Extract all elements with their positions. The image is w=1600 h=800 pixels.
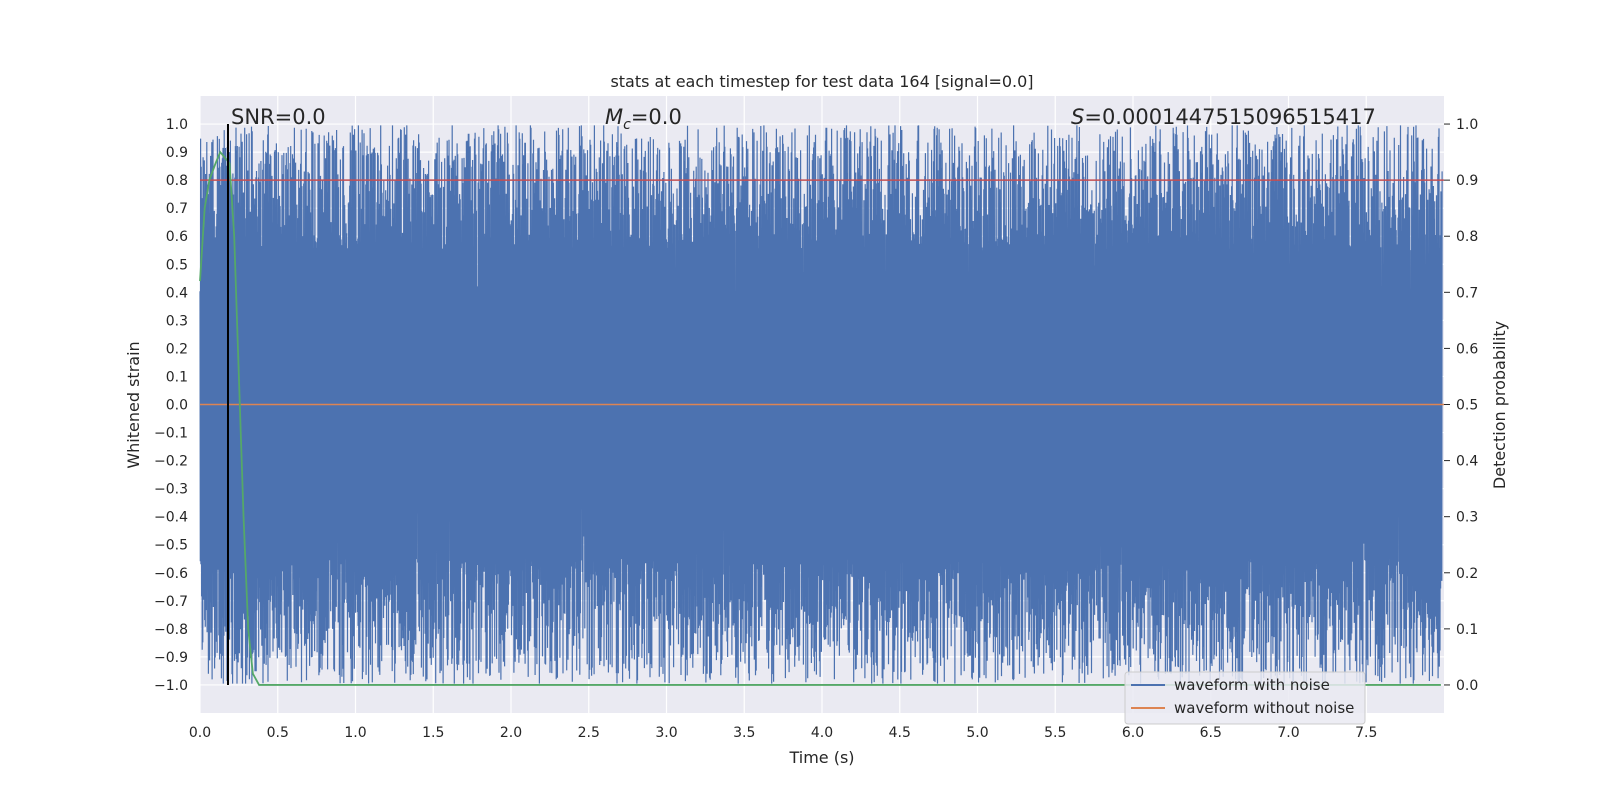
y-tick-label-right: 0.9 (1456, 173, 1478, 189)
y-tick-label-left: 0.5 (166, 257, 188, 273)
y-tick-label-right: 1.0 (1456, 117, 1478, 133)
y-tick-label-left: −0.9 (154, 650, 188, 666)
series-lines (199, 124, 1444, 686)
y-tick-label-right: 0.7 (1456, 285, 1478, 301)
snr-annotation: SNR=0.0 (231, 105, 326, 129)
x-tick-label: 6.5 (1200, 725, 1222, 741)
mc-value: =0.0 (631, 105, 682, 129)
y-tick-label-right: 0.4 (1456, 454, 1478, 470)
y-axis-title-left: Whitened strain (124, 341, 143, 468)
x-tick-label: 2.0 (500, 725, 522, 741)
x-tick-label: 1.5 (422, 725, 444, 741)
y-tick-label-left: 0.4 (166, 285, 188, 301)
y-tick-label-left: −0.3 (154, 482, 188, 498)
chart-title: stats at each timestep for test data 164… (610, 72, 1033, 91)
x-tick-label: 0.0 (189, 725, 211, 741)
y-tick-label-right: 0.2 (1456, 566, 1478, 582)
mc-subscript: c (623, 117, 631, 133)
s-symbol: S (1071, 105, 1084, 129)
y-tick-label-left: 0.6 (166, 229, 188, 245)
waveform-with-noise-line (199, 125, 1443, 684)
x-tick-label: 1.0 (344, 725, 366, 741)
legend-label-noise: waveform with noise (1174, 676, 1330, 694)
ticks: 0.0 0.5 1.0 1.5 2.0 2.5 3.0 3.5 4.0 4.5 5.0 5.5 6.0 6… (154, 117, 1478, 741)
x-tick-label: 3.5 (733, 725, 755, 741)
legend-box (1124, 671, 1366, 725)
x-tick-label: 2.5 (578, 725, 600, 741)
y-tick-label-left: 0.7 (166, 201, 188, 217)
x-tick-label: 7.5 (1355, 725, 1377, 741)
x-tick-label: 5.0 (966, 725, 988, 741)
y-tick-label-right: 0.8 (1456, 229, 1478, 245)
y-tick-label-left: −0.4 (154, 510, 188, 526)
y-tick-label-left: −0.5 (154, 538, 188, 554)
y-tick-label-right: 0.6 (1456, 341, 1478, 357)
detection-probability-line (199, 150, 1441, 686)
x-tick-label: 4.0 (811, 725, 833, 741)
y-tick-label-left: −0.8 (154, 622, 188, 638)
y-tick-label-right: 0.5 (1456, 398, 1478, 414)
x-tick-label: 0.5 (267, 725, 289, 741)
y-tick-label-left: 0.9 (166, 145, 188, 161)
y-tick-label-left: 0.2 (166, 341, 188, 357)
x-tick-label: 6.0 (1122, 725, 1144, 741)
y-axis-title-right: Detection probability (1490, 321, 1509, 489)
series-waveform-with-noise (199, 125, 1443, 684)
y-tick-label-left: −0.6 (154, 566, 188, 582)
y-tick-label-left: −0.7 (154, 594, 188, 610)
y-tick-label-left: −0.2 (154, 454, 188, 470)
y-tick-label-left: 0.8 (166, 173, 188, 189)
x-tick-label: 4.5 (889, 725, 911, 741)
legend: waveform with noise waveform without noi… (1124, 671, 1366, 725)
y-tick-label-right: 0.1 (1456, 622, 1478, 638)
mc-annotation: Mc=0.0 (605, 105, 682, 133)
y-tick-label-left: −0.1 (154, 426, 188, 442)
y-tick-label-left: 0.3 (166, 313, 188, 329)
y-tick-label-left: 0.1 (166, 369, 188, 385)
mc-symbol: M (605, 105, 623, 129)
x-tick-label: 3.0 (655, 725, 677, 741)
s-value: =0.0001447515096515417 (1084, 105, 1376, 129)
y-tick-label-right: 0.0 (1456, 678, 1478, 694)
x-axis-title: Time (s) (788, 748, 854, 767)
y-tick-label-left: 1.0 (166, 117, 188, 133)
y-tick-label-left: 0.0 (166, 398, 188, 414)
s-annotation: S=0.0001447515096515417 (1071, 105, 1376, 129)
x-tick-label: 7.0 (1277, 725, 1299, 741)
y-tick-label-right: 0.3 (1456, 510, 1478, 526)
x-tick-label: 5.5 (1044, 725, 1066, 741)
legend-label-clean: waveform without noise (1174, 699, 1354, 717)
y-tick-label-left: −1.0 (154, 678, 188, 694)
